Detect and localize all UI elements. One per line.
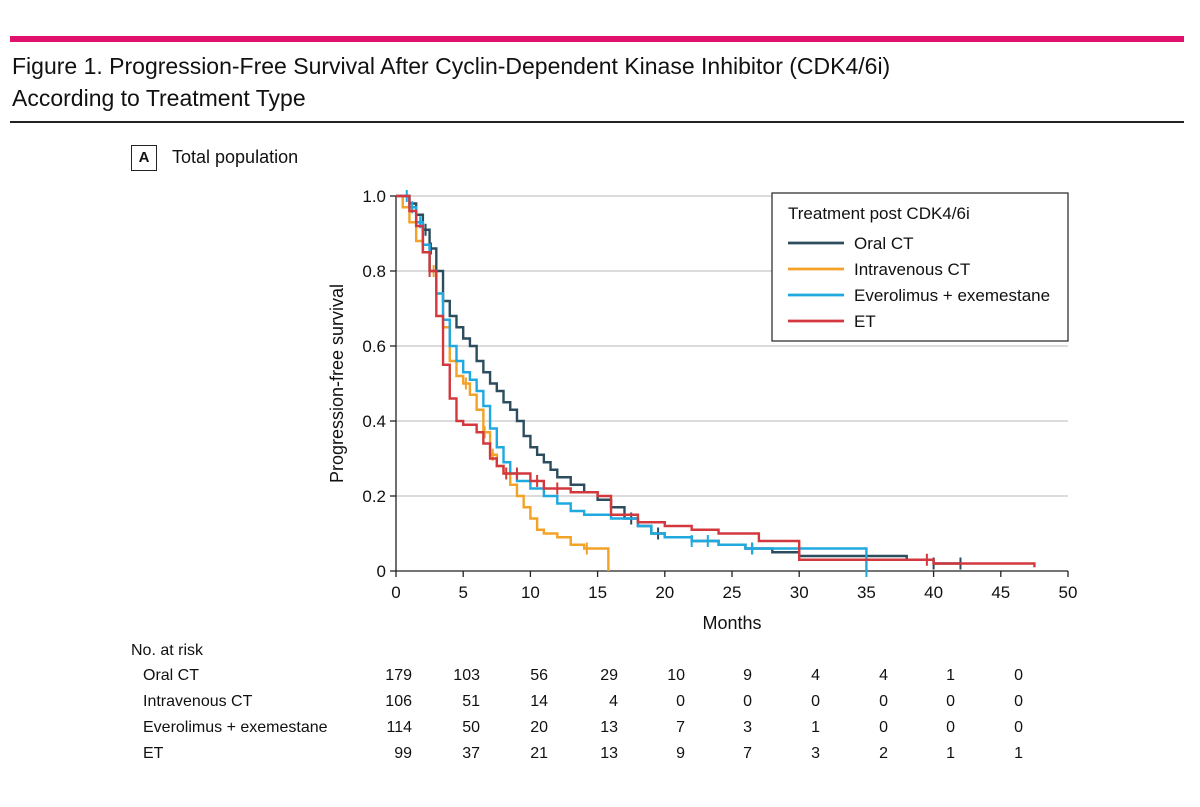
risk-row-label: Intravenous CT (143, 693, 253, 710)
legend-label: Intravenous CT (854, 260, 970, 279)
x-tick-label: 15 (588, 583, 607, 602)
risk-cell: 9 (743, 667, 752, 684)
risk-cell: 7 (743, 745, 752, 762)
curve-et (396, 194, 1036, 568)
panel-title: Total population (172, 147, 299, 167)
y-tick-label: 0.4 (362, 412, 386, 431)
risk-cell: 56 (530, 667, 548, 684)
risk-cell: 0 (743, 693, 752, 710)
x-tick-label: 40 (924, 583, 943, 602)
legend-label: Everolimus + exemestane (854, 286, 1050, 305)
risk-cell: 0 (676, 693, 685, 710)
x-tick-label: 20 (655, 583, 674, 602)
risk-cell: 9 (676, 745, 685, 762)
risk-cell: 0 (879, 693, 888, 710)
figure-title: Figure 1. Progression-Free Survival Afte… (12, 50, 890, 114)
risk-cell: 2 (879, 745, 888, 762)
risk-cell: 1 (946, 745, 955, 762)
risk-row-label: ET (143, 745, 164, 762)
risk-row-label: Everolimus + exemestane (143, 719, 328, 736)
legend-label: Oral CT (854, 234, 914, 253)
legend-title: Treatment post CDK4/6i (788, 204, 970, 223)
risk-cell: 0 (1014, 667, 1023, 684)
x-tick-label: 30 (790, 583, 809, 602)
risk-cell: 7 (676, 719, 685, 736)
risk-cell: 4 (879, 667, 888, 684)
risk-cell: 10 (667, 667, 685, 684)
risk-cell: 14 (530, 693, 548, 710)
risk-cell: 0 (1014, 719, 1023, 736)
risk-cell: 0 (811, 693, 820, 710)
y-axis-title: Progression-free survival (327, 284, 347, 483)
risk-row-label: Oral CT (143, 667, 199, 684)
risk-cell: 37 (462, 745, 480, 762)
x-axis-title: Months (702, 613, 761, 633)
x-tick-label: 35 (857, 583, 876, 602)
risk-cell: 13 (600, 719, 618, 736)
x-tick-label: 50 (1059, 583, 1078, 602)
title-divider (10, 121, 1184, 123)
y-tick-label: 1.0 (362, 187, 386, 206)
risk-table-header: No. at risk (131, 642, 204, 659)
risk-cell: 51 (462, 693, 480, 710)
risk-cell: 21 (530, 745, 548, 762)
accent-rule (10, 36, 1184, 42)
risk-cell: 99 (394, 745, 412, 762)
y-tick-label: 0.6 (362, 337, 386, 356)
risk-cell: 50 (462, 719, 480, 736)
x-tick-label: 5 (458, 583, 467, 602)
y-tick-label: 0.8 (362, 262, 386, 281)
risk-cell: 0 (1014, 693, 1023, 710)
x-tick-label: 25 (723, 583, 742, 602)
risk-cell: 179 (385, 667, 412, 684)
risk-cell: 0 (946, 693, 955, 710)
risk-cell: 103 (453, 667, 480, 684)
y-tick-label: 0 (377, 562, 386, 581)
x-tick-label: 0 (391, 583, 400, 602)
risk-cell: 4 (811, 667, 820, 684)
legend-box (771, 192, 1069, 342)
risk-cell: 13 (600, 745, 618, 762)
legend-label: ET (854, 312, 876, 331)
y-tick-label: 0.2 (362, 487, 386, 506)
risk-cell: 4 (609, 693, 618, 710)
x-tick-label: 10 (521, 583, 540, 602)
risk-cell: 1 (946, 667, 955, 684)
risk-cell: 1 (811, 719, 820, 736)
figure-title-line-2: According to Treatment Type (12, 85, 306, 111)
risk-cell: 20 (530, 719, 548, 736)
risk-cell: 106 (385, 693, 412, 710)
risk-cell: 0 (946, 719, 955, 736)
risk-cell: 3 (743, 719, 752, 736)
risk-cell: 3 (811, 745, 820, 762)
risk-cell: 1 (1014, 745, 1023, 762)
risk-cell: 29 (600, 667, 618, 684)
x-tick-label: 45 (991, 583, 1010, 602)
risk-cell: 114 (386, 719, 412, 736)
risk-cell: 0 (879, 719, 888, 736)
panel-label: A (131, 145, 157, 171)
figure-title-line-1: Figure 1. Progression-Free Survival Afte… (12, 53, 891, 79)
